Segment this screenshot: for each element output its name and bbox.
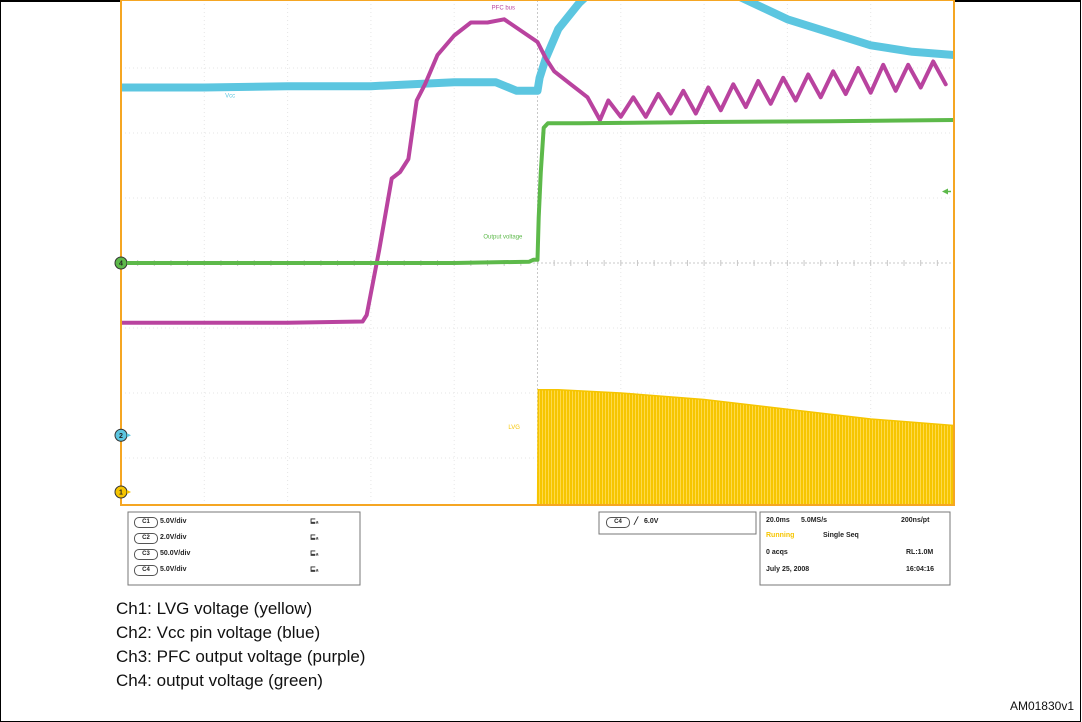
coupling-icon: ⊑ₐ [310,517,319,527]
trace-label: Vcc [225,93,235,99]
trace-label: Output voltage [483,234,523,240]
resolution: 200ns/pt [901,516,929,526]
svg-text:1: 1 [119,490,123,497]
channel-chip: C1 [134,517,158,528]
legend-ch1: Ch1: LVG voltage (yellow) [116,598,312,620]
channel-chip: C3 [134,549,158,560]
channel-scale: 5.0V/div [160,517,186,527]
channel-chip: C4 [134,565,158,576]
coupling-icon: ⊑ₐ [310,533,319,543]
trigger-channel-chip: C4 [606,517,630,528]
record-length: RL:1.0M [906,548,933,558]
coupling-icon: ⊑ₐ [310,549,319,559]
channel-chip: C2 [134,533,158,544]
coupling-icon: ⊑ₐ [310,565,319,575]
sample-rate: 5.0MS/s [801,516,827,526]
trace-label: PFC bus [492,6,515,12]
acquisition-count: 0 acqs [766,548,788,558]
svg-text:2: 2 [119,433,123,440]
channel-scale: 5.0V/div [160,565,186,575]
acquisition-status: Running [766,531,794,541]
acquisition-mode: Single Seq [823,531,859,541]
trigger-level: 6.0V [644,517,658,527]
trace-label: LVG [508,425,520,431]
channel-scale: 50.0V/div [160,549,190,559]
legend-ch2: Ch2: Vcc pin voltage (blue) [116,622,320,644]
figure-reference-code: AM01830v1 [1010,699,1074,713]
legend-ch3: Ch3: PFC output voltage (purple) [116,646,365,668]
channel-scale: 2.0V/div [160,533,186,543]
legend-ch4: Ch4: output voltage (green) [116,670,323,692]
capture-time: 16:04:16 [906,565,934,575]
trigger-slope-icon: ╱ [634,517,638,527]
capture-date: July 25, 2008 [766,565,809,575]
svg-text:4: 4 [119,261,123,268]
timescale: 20.0ms [766,516,790,526]
